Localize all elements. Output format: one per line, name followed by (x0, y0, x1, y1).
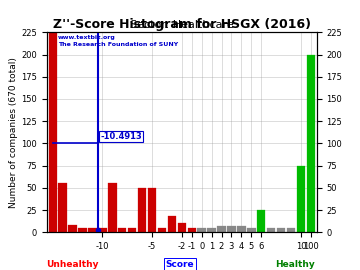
Text: Score: Score (166, 260, 194, 269)
Bar (88, 228, 97, 232)
Bar (128, 228, 136, 232)
Bar (148, 188, 156, 232)
Bar (267, 228, 275, 232)
Text: Sector: Healthcare: Sector: Healthcare (130, 21, 234, 31)
Y-axis label: Number of companies (670 total): Number of companies (670 total) (9, 57, 18, 208)
Bar (58, 183, 67, 232)
Bar (297, 166, 305, 232)
Bar (108, 183, 117, 232)
Bar (118, 228, 126, 232)
Bar (168, 216, 176, 232)
Bar (177, 223, 186, 232)
Text: The Research Foundation of SUNY: The Research Foundation of SUNY (58, 42, 178, 47)
Text: -10.4913: -10.4913 (100, 132, 142, 141)
Bar (158, 228, 166, 232)
Bar (247, 228, 256, 232)
Bar (237, 226, 246, 232)
Bar (78, 228, 87, 232)
Bar (98, 228, 107, 232)
Bar (217, 226, 226, 232)
Bar (49, 32, 57, 232)
Bar (197, 228, 206, 232)
Bar (68, 225, 77, 232)
Bar (277, 228, 285, 232)
Bar (138, 188, 146, 232)
Text: www.textbiz.org: www.textbiz.org (58, 35, 116, 40)
Bar (188, 228, 196, 232)
Bar (227, 226, 236, 232)
Text: Healthy: Healthy (275, 260, 315, 269)
Bar (307, 55, 315, 232)
Text: Unhealthy: Unhealthy (46, 260, 98, 269)
Bar (257, 210, 265, 232)
Bar (287, 228, 295, 232)
Bar (207, 228, 216, 232)
Title: Z''-Score Histogram for HSGX (2016): Z''-Score Histogram for HSGX (2016) (53, 18, 311, 31)
